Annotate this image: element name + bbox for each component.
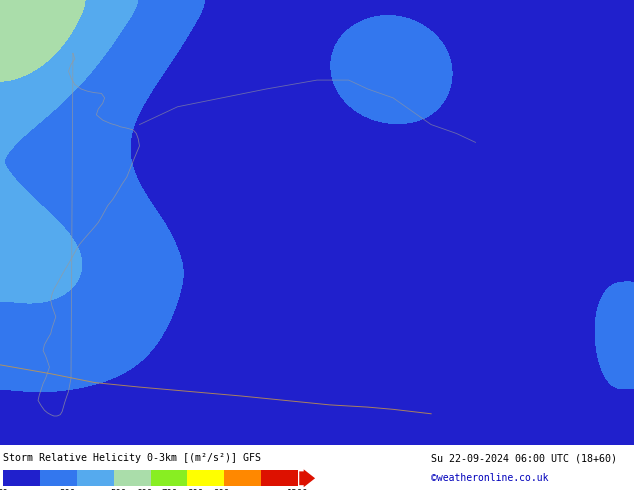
Text: 600: 600 <box>136 489 152 490</box>
Text: Su 22-09-2024 06:00 UTC (18+60): Su 22-09-2024 06:00 UTC (18+60) <box>431 453 617 463</box>
FancyArrow shape <box>299 469 315 487</box>
Text: 1200: 1200 <box>287 489 309 490</box>
Text: ©weatheronline.co.uk: ©weatheronline.co.uk <box>431 473 548 483</box>
Text: 800: 800 <box>188 489 204 490</box>
Bar <box>224 470 261 487</box>
Bar <box>188 470 224 487</box>
Bar <box>261 470 298 487</box>
Text: 500: 500 <box>110 489 127 490</box>
Text: Storm Relative Helicity 0-3km [(m²/s²)] GFS: Storm Relative Helicity 0-3km [(m²/s²)] … <box>3 453 261 463</box>
Text: 300: 300 <box>59 489 75 490</box>
Text: 700: 700 <box>162 489 178 490</box>
Bar <box>40 470 77 487</box>
Bar <box>3 470 40 487</box>
Bar <box>113 470 150 487</box>
Bar <box>150 470 188 487</box>
Bar <box>77 470 113 487</box>
Text: 900: 900 <box>213 489 229 490</box>
Text: 50: 50 <box>0 489 8 490</box>
